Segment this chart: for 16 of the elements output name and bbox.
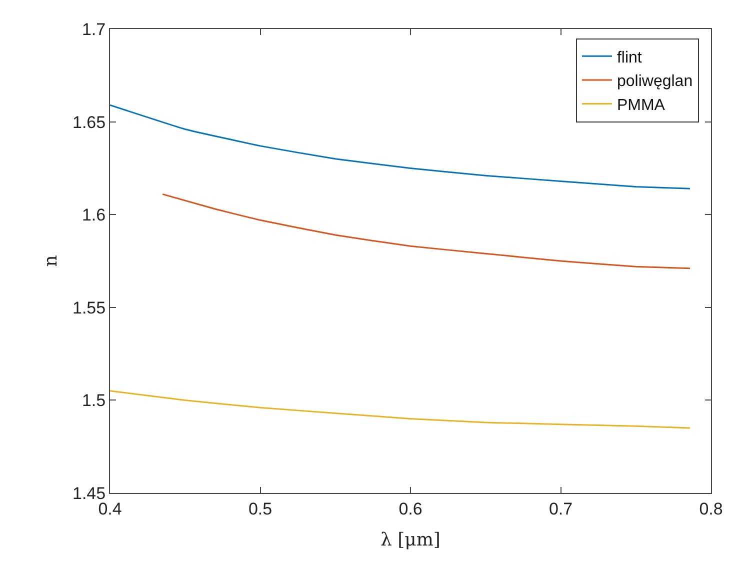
x-tick-label: 0.8 [699,499,723,518]
x-tick-label: 0.6 [398,499,422,518]
legend-label: flint [616,49,642,66]
legend-label: poliwęglan [616,73,693,90]
y-tick-label: 1.65 [72,112,106,132]
y-tick-label: 1.7 [82,20,106,39]
y-tick-label: 1.55 [72,298,106,318]
y-tick-label: 1.5 [82,391,106,410]
x-tick-label: 0.7 [548,499,573,518]
y-axis-title: n [40,254,62,267]
y-tick-label: 1.6 [82,206,106,225]
line-series [110,390,691,429]
legend-label: PMMA [616,97,666,114]
line-series [162,193,691,270]
x-axis-title: λ [μm] [380,530,440,550]
x-tick-label: 0.5 [248,499,272,518]
